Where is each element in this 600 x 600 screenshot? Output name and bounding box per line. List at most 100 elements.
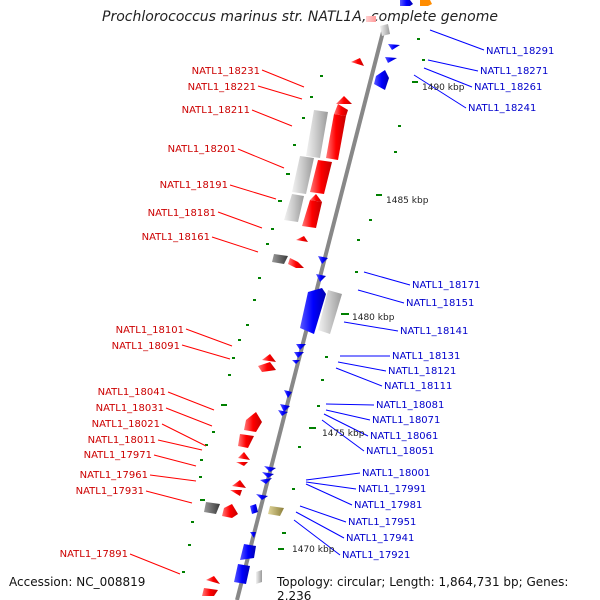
gene-arrow: [316, 274, 326, 282]
gene-arrow: [256, 494, 268, 500]
gene-arrow: [238, 434, 254, 448]
gene-arrow: [238, 452, 250, 460]
right-leader-lines: [293, 29, 485, 556]
gene-arrow: [380, 24, 390, 36]
gene-arrow: [202, 588, 218, 596]
gene-features: [202, 0, 432, 596]
gene-arrow: [256, 570, 262, 584]
gene-label: NATL1_18161: [142, 232, 210, 243]
gene-arrow: [278, 410, 288, 416]
gene-label: NATL1_18001: [362, 468, 430, 479]
gene-arrow: [264, 466, 276, 472]
gene-label: NATL1_18151: [406, 298, 474, 309]
gene-arrow: [236, 462, 248, 466]
scale-ticks: [182, 38, 425, 573]
gene-label: NATL1_17961: [80, 470, 148, 481]
gene-label: NATL1_18271: [480, 66, 548, 77]
gene-label: NATL1_18241: [468, 103, 536, 114]
gene-arrow: [351, 58, 364, 66]
gene-arrow: [284, 390, 292, 398]
gene-label: NATL1_18221: [188, 82, 256, 93]
gene-arrow: [284, 194, 304, 222]
gene-arrow: [262, 354, 276, 362]
gene-label: NATL1_18051: [366, 446, 434, 457]
gene-arrow: [385, 57, 397, 63]
gene-label: NATL1_18231: [192, 66, 260, 77]
scale-label-1475: 1475 kbp: [322, 429, 365, 439]
gene-label: NATL1_18191: [160, 180, 228, 191]
scale-label-1490: 1490 kbp: [422, 83, 465, 93]
left-gene-labels: NATL1_18231 NATL1_18221 NATL1_18211 NATL…: [60, 66, 260, 560]
gene-arrow: [296, 344, 306, 350]
gene-arrow: [420, 0, 432, 6]
gene-label: NATL1_18141: [400, 326, 468, 337]
gene-arrow: [400, 0, 413, 6]
gene-label: NATL1_18101: [116, 325, 184, 336]
gene-arrow: [204, 502, 220, 514]
gene-label: NATL1_17971: [84, 450, 152, 461]
gene-arrow: [230, 490, 242, 496]
gene-arrow: [206, 576, 220, 584]
gene-arrow: [292, 156, 314, 194]
gene-arrow: [334, 104, 348, 116]
gene-arrow: [294, 352, 304, 358]
gene-arrow: [296, 236, 308, 242]
gene-arrow: [318, 290, 342, 334]
gene-arrow: [260, 478, 272, 484]
gene-label: NATL1_17951: [348, 517, 416, 528]
scale-label-1470: 1470 kbp: [292, 545, 335, 555]
gene-label: NATL1_18211: [182, 105, 250, 116]
gene-label: NATL1_18061: [370, 431, 438, 442]
gene-arrow: [318, 256, 328, 264]
scale-labels: 1490 kbp 1485 kbp 1480 kbp 1475 kbp 1470…: [292, 83, 465, 555]
gene-arrow: [272, 254, 288, 264]
gene-arrow: [258, 362, 276, 372]
gene-arrow: [300, 288, 326, 334]
gene-label: NATL1_18081: [376, 400, 444, 411]
gene-label: NATL1_18031: [96, 403, 164, 414]
gene-arrow: [336, 96, 352, 104]
gene-label: NATL1_17991: [358, 484, 426, 495]
gene-label: NATL1_17931: [76, 486, 144, 497]
gene-label: NATL1_18201: [168, 144, 236, 155]
gene-arrow: [244, 412, 262, 432]
gene-label: NATL1_18181: [148, 208, 216, 219]
map-title: Prochlorococcus marinus str. NATL1A, com…: [102, 9, 498, 25]
accession-label: Accession: NC_008819: [9, 575, 146, 589]
gene-arrow: [306, 110, 328, 158]
gene-arrow: [250, 532, 256, 538]
topology-label: Topology: circular; Length: 1,864,731 bp…: [277, 575, 569, 600]
left-leader-lines: [129, 69, 305, 575]
gene-arrow: [302, 200, 322, 228]
gene-label: NATL1_18131: [392, 351, 460, 362]
gene-arrow: [326, 114, 346, 160]
right-gene-labels: NATL1_18291 NATL1_18271 NATL1_18261 NATL…: [342, 46, 554, 561]
gene-arrow: [280, 404, 290, 412]
gene-label: NATL1_18011: [88, 435, 156, 446]
gene-label: NATL1_18041: [98, 387, 166, 398]
gene-arrow: [388, 44, 400, 50]
gene-arrow: [268, 506, 284, 516]
gene-label: NATL1_18261: [474, 82, 542, 93]
scale-label-1485: 1485 kbp: [386, 196, 429, 206]
scale-label-1480: 1480 kbp: [352, 313, 395, 323]
gene-arrow: [310, 160, 332, 194]
gene-label: NATL1_18121: [388, 366, 456, 377]
gene-label: NATL1_17891: [60, 549, 128, 560]
gene-arrow: [366, 16, 376, 22]
gene-label: NATL1_18021: [92, 419, 160, 430]
gene-arrow: [234, 564, 250, 584]
gene-arrow: [310, 194, 322, 202]
gene-arrow: [232, 480, 246, 488]
gene-arrow: [240, 544, 256, 560]
gene-label: NATL1_18071: [372, 415, 440, 426]
gene-arrow: [288, 258, 304, 268]
gene-label: NATL1_18091: [112, 341, 180, 352]
gene-label: NATL1_17981: [354, 500, 422, 511]
gene-label: NATL1_18111: [384, 381, 452, 392]
gene-arrow: [374, 70, 389, 90]
gene-label: NATL1_17941: [346, 533, 414, 544]
gene-arrow: [292, 360, 300, 364]
